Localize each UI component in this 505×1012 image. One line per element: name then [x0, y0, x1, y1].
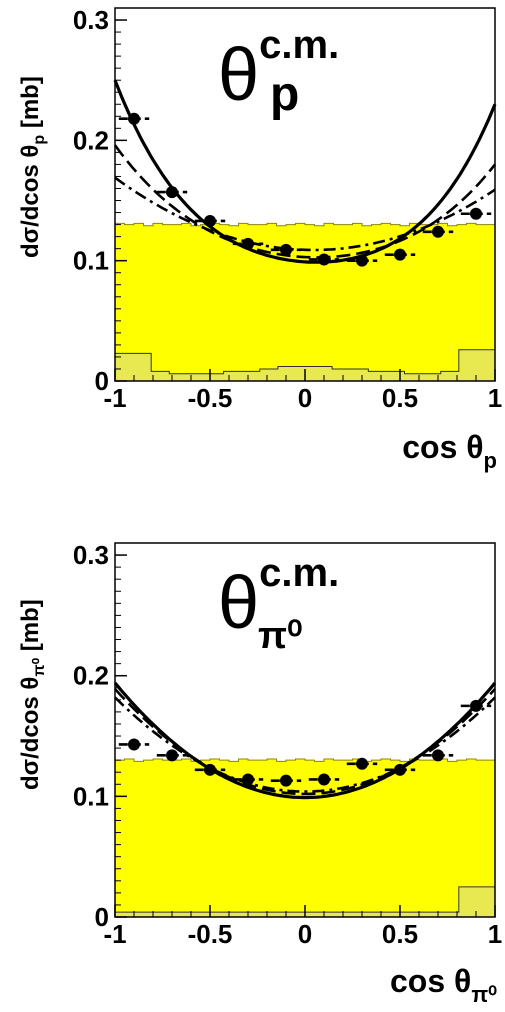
data-point: [204, 763, 216, 776]
plot-area: [113, 681, 497, 918]
plot-area: [113, 79, 497, 382]
title-symbol: θ: [218, 561, 259, 644]
data-point: [432, 225, 444, 238]
x-tick-label: 0.5: [382, 919, 418, 949]
data-point: [356, 254, 368, 267]
title-symbol: θ: [218, 33, 259, 116]
data-point: [280, 243, 292, 256]
data-point: [470, 207, 482, 220]
theory-curve-dashdot: [114, 696, 496, 793]
data-point: [166, 186, 178, 199]
acceptance-histogram: [114, 222, 496, 382]
x-tick-label: -1: [103, 383, 126, 413]
title-superscript: c.m.: [259, 551, 339, 595]
panel-pion: -1 -0.5 0 0.5 1 0 0.1 0.2 0.3 θc.m. π⁰ dσ/dcos θ…: [17, 540, 502, 1007]
data-point: [394, 763, 406, 776]
data-point: [128, 112, 140, 125]
data-point: [242, 237, 254, 250]
x-tick-label: -0.5: [188, 383, 233, 413]
title-superscript: c.m.: [259, 23, 339, 67]
panel-title: θc.m.: [218, 551, 339, 644]
data-point: [432, 749, 444, 762]
data-point: [318, 773, 330, 786]
axes: -1 -0.5 0 0.5 1 0 0.1 0.2 0.3: [73, 5, 502, 413]
x-axis-label: cos θπ⁰: [390, 963, 497, 1007]
data-point: [318, 253, 330, 266]
title-subscript: p: [270, 68, 299, 121]
data-point: [280, 774, 292, 787]
theory-curve-dashed: [114, 688, 496, 796]
theory-curve-dashdot: [114, 176, 496, 252]
y-axis-label: dσ/dcos θp [mb]: [17, 76, 48, 258]
data-point: [166, 749, 178, 762]
x-tick-label: 0.5: [382, 383, 418, 413]
y-axis-label: dσ/dcos θπ⁰ [mb]: [17, 599, 48, 790]
x-tick-label: 1: [488, 919, 502, 949]
acceptance-histogram: [114, 758, 496, 918]
y-tick-label: 0.1: [73, 246, 109, 276]
x-tick-label: 1: [488, 383, 502, 413]
x-tick-label: -0.5: [188, 919, 233, 949]
panel-title: θc.m.: [218, 23, 339, 116]
y-tick-label: 0.2: [73, 661, 109, 691]
x-tick-label: 0: [298, 919, 312, 949]
x-tick-label: 0: [298, 383, 312, 413]
title-subscript: π⁰: [258, 615, 302, 657]
y-tick-label: 0: [95, 902, 109, 932]
y-tick-label: 0: [95, 366, 109, 396]
y-tick-label: 0.3: [73, 5, 109, 35]
y-tick-label: 0.1: [73, 781, 109, 811]
panel-proton: -1 -0.5 0 0.5 1 0 0.1 0.2 0.3 θc.m. p dσ/dcos θp…: [17, 5, 502, 473]
x-tick-label: -1: [103, 919, 126, 949]
data-point: [470, 699, 482, 712]
data-point: [204, 214, 216, 227]
data-point: [394, 248, 406, 261]
y-tick-label: 0.2: [73, 125, 109, 155]
x-axis-label: cos θp: [402, 429, 497, 473]
data-point: [128, 738, 140, 751]
theory-curve-solid: [113, 79, 497, 264]
data-point: [356, 757, 368, 770]
data-point: [242, 773, 254, 786]
y-tick-label: 0.3: [73, 540, 109, 570]
axes: -1 -0.5 0 0.5 1 0 0.1 0.2 0.3: [73, 540, 502, 949]
